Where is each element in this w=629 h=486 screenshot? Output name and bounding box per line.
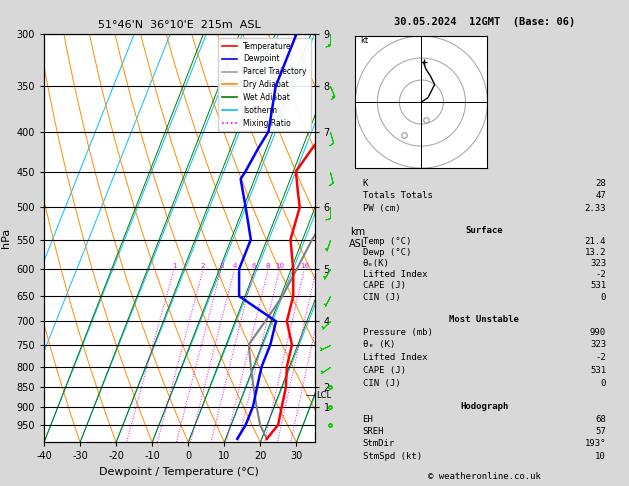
Text: 1: 1	[172, 263, 176, 269]
Text: Dewp (°C): Dewp (°C)	[363, 248, 411, 258]
Text: 0: 0	[601, 379, 606, 388]
Text: LCL: LCL	[316, 391, 331, 399]
Text: Lifted Index: Lifted Index	[363, 353, 427, 362]
Text: 990: 990	[590, 328, 606, 337]
Text: 193°: 193°	[584, 439, 606, 449]
Text: PW (cm): PW (cm)	[363, 204, 400, 213]
Text: 30.05.2024  12GMT  (Base: 06): 30.05.2024 12GMT (Base: 06)	[394, 17, 575, 27]
Text: 10: 10	[275, 263, 284, 269]
Text: Lifted Index: Lifted Index	[363, 271, 427, 279]
Text: 47: 47	[595, 191, 606, 200]
Legend: Temperature, Dewpoint, Parcel Trajectory, Dry Adiabat, Wet Adiabat, Isotherm, Mi: Temperature, Dewpoint, Parcel Trajectory…	[218, 38, 311, 131]
Text: 0: 0	[601, 293, 606, 301]
Text: 531: 531	[590, 366, 606, 375]
Text: 3: 3	[219, 263, 223, 269]
Text: 16: 16	[300, 263, 309, 269]
Text: CIN (J): CIN (J)	[363, 379, 400, 388]
Text: θₑ(K): θₑ(K)	[363, 260, 389, 268]
Text: 6: 6	[252, 263, 256, 269]
Text: 13.2: 13.2	[584, 248, 606, 258]
Text: 531: 531	[590, 281, 606, 291]
Text: EH: EH	[363, 415, 374, 424]
Text: 2.33: 2.33	[584, 204, 606, 213]
Text: -2: -2	[595, 271, 606, 279]
Y-axis label: km
ASL: km ASL	[348, 227, 367, 249]
Text: 28: 28	[595, 179, 606, 188]
Text: K: K	[363, 179, 368, 188]
Text: -2: -2	[595, 353, 606, 362]
Text: Totals Totals: Totals Totals	[363, 191, 433, 200]
Text: 10: 10	[595, 452, 606, 461]
Text: CAPE (J): CAPE (J)	[363, 281, 406, 291]
Text: kt: kt	[360, 35, 368, 45]
Text: CIN (J): CIN (J)	[363, 293, 400, 301]
Text: 2: 2	[201, 263, 206, 269]
X-axis label: Dewpoint / Temperature (°C): Dewpoint / Temperature (°C)	[99, 467, 259, 477]
Text: 57: 57	[595, 427, 606, 436]
Text: 8: 8	[266, 263, 270, 269]
Text: Pressure (mb): Pressure (mb)	[363, 328, 433, 337]
Text: 21.4: 21.4	[584, 238, 606, 246]
Text: 323: 323	[590, 341, 606, 349]
Text: θₑ (K): θₑ (K)	[363, 341, 395, 349]
Text: Most Unstable: Most Unstable	[449, 315, 520, 324]
Text: 4: 4	[232, 263, 237, 269]
Text: SREH: SREH	[363, 427, 384, 436]
Text: CAPE (J): CAPE (J)	[363, 366, 406, 375]
Text: StmSpd (kt): StmSpd (kt)	[363, 452, 421, 461]
Text: Hodograph: Hodograph	[460, 402, 508, 411]
Title: 51°46'N  36°10'E  215m  ASL: 51°46'N 36°10'E 215m ASL	[98, 20, 260, 31]
Text: © weatheronline.co.uk: © weatheronline.co.uk	[428, 472, 541, 481]
Text: 68: 68	[595, 415, 606, 424]
Text: Surface: Surface	[465, 226, 503, 235]
Y-axis label: hPa: hPa	[1, 228, 11, 248]
Text: Temp (°C): Temp (°C)	[363, 238, 411, 246]
Text: StmDir: StmDir	[363, 439, 395, 449]
Text: 323: 323	[590, 260, 606, 268]
